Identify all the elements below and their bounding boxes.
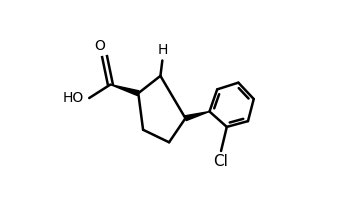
- Text: HO: HO: [63, 91, 84, 105]
- Polygon shape: [185, 111, 210, 121]
- Text: Cl: Cl: [214, 154, 228, 169]
- Text: H: H: [157, 43, 168, 57]
- Polygon shape: [110, 85, 139, 96]
- Text: O: O: [94, 39, 105, 53]
